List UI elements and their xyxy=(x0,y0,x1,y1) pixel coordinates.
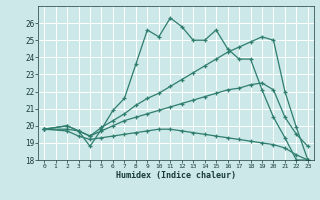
X-axis label: Humidex (Indice chaleur): Humidex (Indice chaleur) xyxy=(116,171,236,180)
